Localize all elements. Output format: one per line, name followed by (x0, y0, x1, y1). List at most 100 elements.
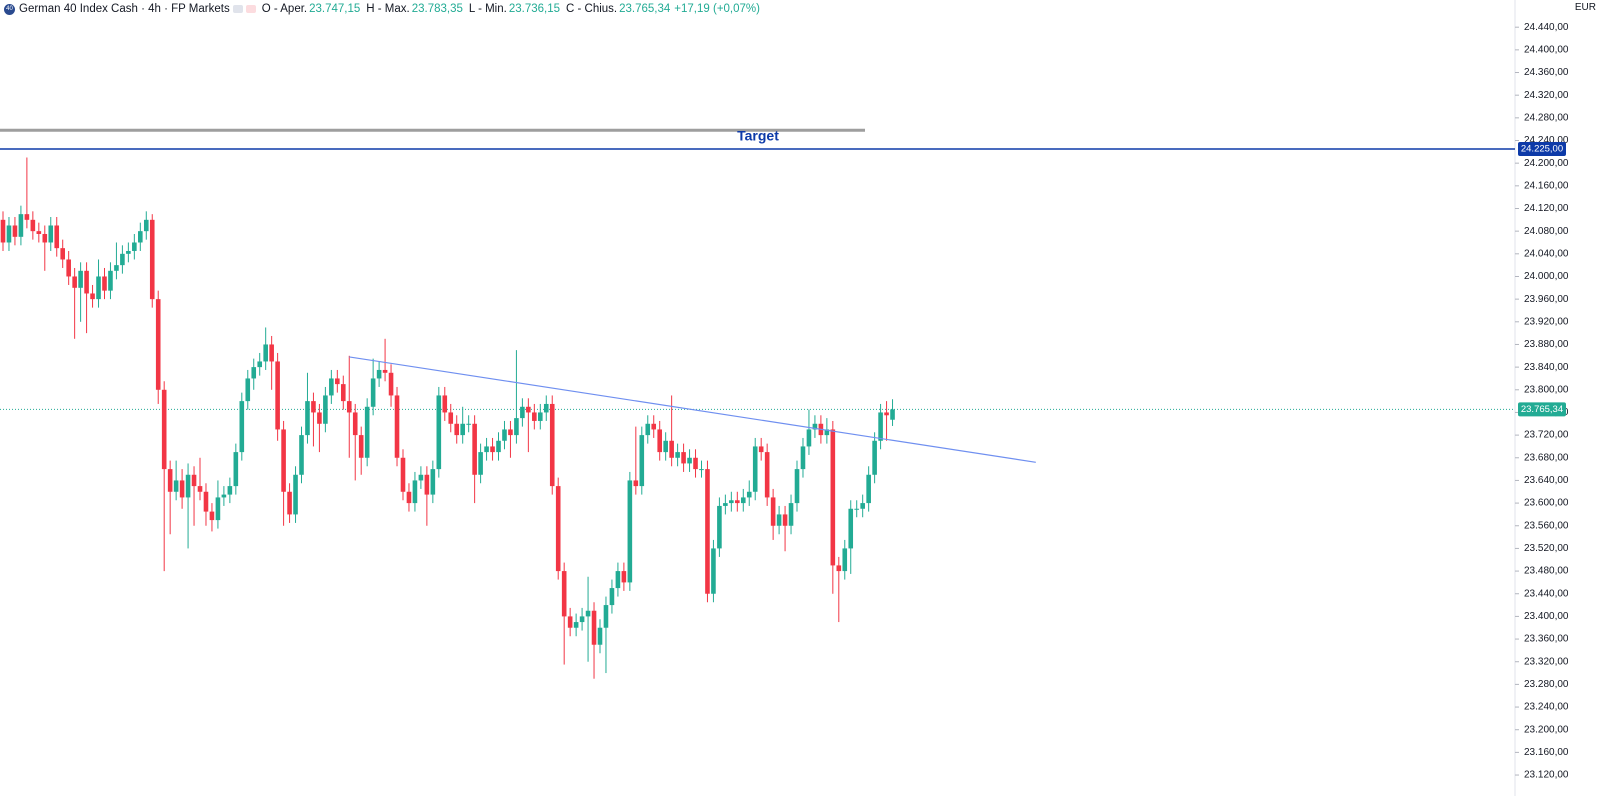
candle-body (352, 412, 358, 436)
candle-body (848, 508, 854, 549)
candle-body (585, 610, 591, 617)
candle-body (340, 384, 346, 402)
candle-body (836, 565, 842, 572)
y-tick-label: 23.280,00 (1524, 679, 1569, 690)
candle-body (466, 423, 471, 425)
y-tick-label: 23.640,00 (1524, 475, 1569, 486)
candle-body (412, 480, 418, 504)
candle-body (72, 276, 77, 288)
candle-body (30, 219, 36, 232)
candle-body (884, 412, 889, 416)
last-price-box (1518, 402, 1566, 417)
y-tick-label: 23.120,00 (1524, 770, 1569, 781)
ohlc-label: H - Max. (366, 3, 410, 15)
candle-body (227, 486, 233, 495)
candle-body (299, 435, 304, 475)
candle-body (281, 429, 286, 492)
candle-body (705, 469, 710, 594)
candle-body (788, 503, 794, 526)
candle-body (454, 423, 460, 436)
candle-body (269, 344, 274, 362)
candle-body (687, 457, 692, 464)
pill[interactable] (232, 5, 243, 13)
candle-body (78, 270, 83, 288)
candle-body (890, 409, 895, 420)
candle-body (663, 440, 668, 453)
candle-body (711, 548, 716, 594)
candle-body (657, 429, 662, 453)
change: +17,19 (+0,07%) (674, 3, 760, 15)
y-tick-label: 24.200,00 (1524, 158, 1569, 169)
candle-body (436, 395, 442, 470)
candle-body (752, 446, 758, 492)
candle-body (621, 571, 627, 583)
candle-body (329, 378, 334, 396)
y-tick-label: 23.200,00 (1524, 724, 1569, 735)
y-tick-label: 24.040,00 (1524, 248, 1569, 259)
y-tick-label: 23.720,00 (1524, 430, 1569, 441)
candle-body (233, 452, 239, 487)
candle-body (735, 500, 740, 504)
candle-body (406, 491, 412, 504)
y-tick-label: 24.240,00 (1524, 135, 1569, 146)
y-tick-label: 23.600,00 (1524, 498, 1569, 509)
candle-body (12, 225, 18, 237)
y-tick-label: 23.160,00 (1524, 747, 1569, 758)
pill[interactable] (245, 5, 256, 13)
candle-body (526, 406, 531, 413)
y-tick-label: 23.440,00 (1524, 588, 1569, 599)
candle-body (18, 214, 24, 237)
candle-body (102, 276, 107, 291)
candle-body (830, 429, 836, 566)
y-tick-label: 23.520,00 (1524, 543, 1569, 554)
candle-body (490, 446, 495, 453)
symbol-icon: 40 (4, 3, 15, 15)
y-tick-label: 23.560,00 (1524, 520, 1569, 531)
candle-body (573, 622, 579, 628)
y-tick-label: 23.880,00 (1524, 339, 1569, 350)
candle-body (442, 395, 448, 413)
ohlc-value: 23.736,15 (508, 3, 560, 15)
candle-body (251, 367, 257, 379)
y-tick-label: 23.680,00 (1524, 452, 1569, 463)
y-tick-label: 24.360,00 (1524, 67, 1569, 78)
symbol-title[interactable]: German 40 Index Cash · 4h · FP Markets (19, 3, 230, 15)
candle-body (364, 406, 370, 458)
candle-body (263, 344, 268, 362)
candle-body (6, 225, 12, 243)
candle-body (108, 270, 113, 291)
y-tick-label: 23.240,00 (1524, 702, 1569, 713)
candle-body (878, 412, 883, 441)
candle-body (693, 457, 698, 470)
y-tick-label: 23.320,00 (1524, 656, 1569, 667)
currency[interactable]: EUR (1574, 2, 1596, 13)
candle-body (335, 378, 340, 385)
candle-body (770, 497, 776, 526)
candle-body (675, 452, 680, 458)
candle-body (699, 469, 704, 471)
candle-body (496, 440, 501, 453)
candle-body (740, 497, 746, 504)
candle-body (346, 401, 352, 413)
candle-body (746, 491, 752, 498)
candle-body (66, 259, 71, 277)
candle-body (358, 435, 364, 458)
candle-body (460, 423, 465, 436)
candle-body (221, 494, 227, 498)
ohlc-label: O - Aper. (261, 3, 308, 15)
y-tick-label: 23.840,00 (1524, 362, 1569, 373)
candle-body (400, 457, 406, 492)
candle-body (149, 219, 155, 300)
candle-body (90, 293, 95, 300)
trendline (349, 356, 1036, 463)
candle-body (305, 401, 310, 436)
ohlc-value: 23.765,34 (619, 3, 671, 15)
candle-body (84, 270, 89, 294)
y-tick-label: 23.920,00 (1524, 316, 1569, 327)
candle-body (538, 412, 543, 421)
candle-body (370, 378, 376, 407)
candle-body (167, 469, 173, 492)
candle-body (484, 446, 489, 453)
candle-body (138, 231, 143, 243)
